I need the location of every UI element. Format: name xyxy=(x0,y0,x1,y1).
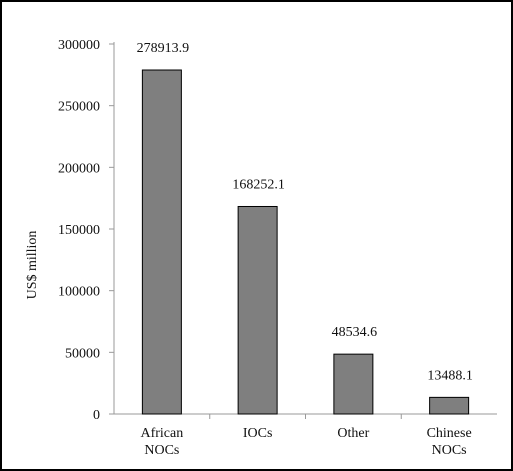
x-tick-label: Chinese NOCs xyxy=(427,426,472,458)
x-tick-label: IOCs xyxy=(243,426,273,441)
y-tick-label: 300000 xyxy=(58,38,100,53)
y-tick-label: 200000 xyxy=(58,161,100,176)
data-label: 48534.6 xyxy=(332,325,378,340)
bar xyxy=(141,69,182,415)
bar xyxy=(237,205,278,415)
y-axis-title: US$ million xyxy=(25,231,40,300)
y-tick-label: 250000 xyxy=(58,100,100,115)
data-label: 13488.1 xyxy=(427,368,473,383)
y-tick-label: 50000 xyxy=(65,346,100,361)
x-tick-label: African NOCs xyxy=(140,426,183,458)
data-label: 168252.1 xyxy=(232,177,285,192)
bar xyxy=(333,353,374,415)
y-tick-label: 0 xyxy=(93,408,100,423)
y-tick-label: 150000 xyxy=(58,223,100,238)
x-tick-label: Other xyxy=(337,426,369,441)
y-tick-label: 100000 xyxy=(58,285,100,300)
bar xyxy=(429,396,470,415)
data-label: 278913.9 xyxy=(137,41,190,56)
